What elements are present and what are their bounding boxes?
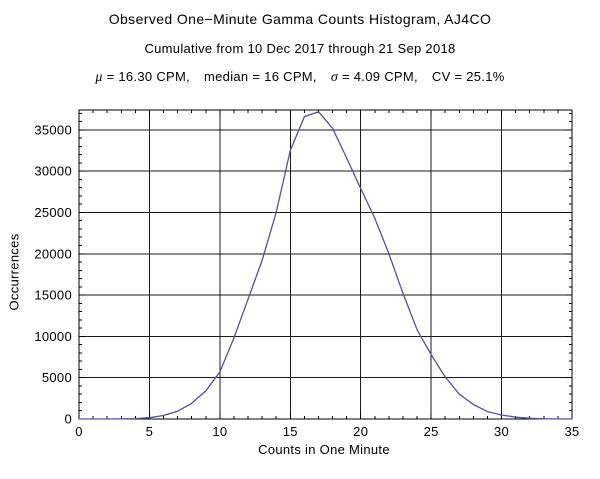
x-tick-label: 20	[353, 424, 368, 439]
sigma-symbol: σ	[330, 70, 339, 85]
x-tick-label: 35	[564, 424, 579, 439]
x-tick-label: 5	[146, 424, 154, 439]
y-tick-label: 10000	[34, 329, 72, 344]
x-tick-label: 15	[283, 424, 298, 439]
y-tick-label: 5000	[42, 370, 72, 385]
x-tick-label: 25	[424, 424, 439, 439]
chart-subtitle: Cumulative from 10 Dec 2017 through 21 S…	[144, 41, 456, 56]
cv-value: CV = 25.1%	[431, 69, 505, 84]
median-value: median = 16 CPM,	[204, 69, 317, 84]
y-tick-label: 20000	[34, 246, 72, 261]
x-axis-label: Counts in One Minute	[258, 442, 390, 457]
plot-frame	[78, 109, 573, 420]
chart-title: Observed One−Minute Gamma Counts Histogr…	[108, 11, 492, 27]
x-tick-label: 10	[212, 424, 227, 439]
y-tick-label: 0	[64, 412, 72, 427]
y-tick-label: 30000	[34, 164, 72, 179]
y-tick-label: 25000	[34, 205, 72, 220]
y-tick-label: 35000	[34, 122, 72, 137]
mu-value: = 16.30 CPM,	[102, 69, 191, 84]
x-tick-label: 0	[75, 424, 83, 439]
x-tick-label: 30	[494, 424, 509, 439]
sigma-value: = 4.09 CPM,	[338, 69, 418, 84]
y-tick-label: 15000	[34, 288, 72, 303]
chart-stats-line: μ = 16.30 CPM, median = 16 CPM, σ = 4.09 C…	[0, 69, 600, 86]
y-axis-label: Occurrences	[6, 233, 22, 311]
histogram-curve	[78, 111, 573, 420]
mu-symbol: μ	[95, 70, 103, 85]
